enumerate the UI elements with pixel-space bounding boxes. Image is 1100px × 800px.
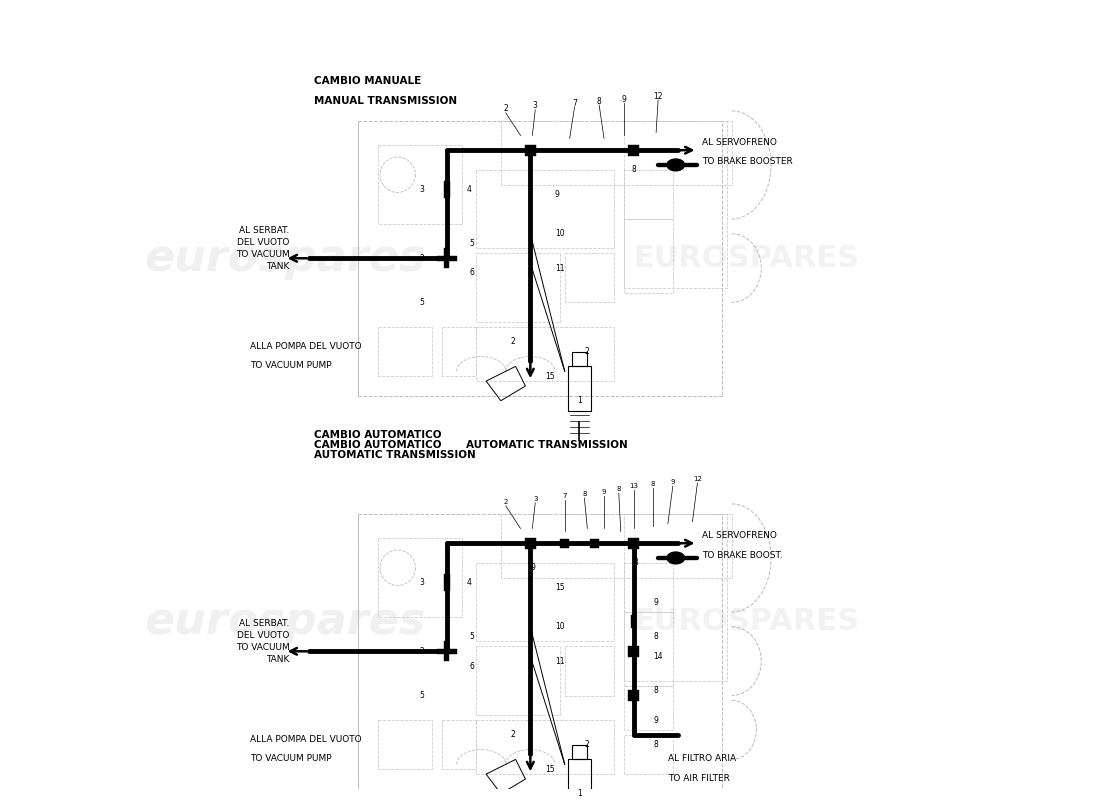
- Text: 8: 8: [651, 482, 656, 487]
- Text: 9: 9: [554, 190, 560, 199]
- Bar: [437, 649, 456, 654]
- Text: ALLA POMPA DEL VUOTO: ALLA POMPA DEL VUOTO: [251, 342, 362, 350]
- Text: MANUAL TRANSMISSION: MANUAL TRANSMISSION: [315, 96, 458, 106]
- Text: 9: 9: [671, 479, 675, 486]
- Text: 1: 1: [578, 396, 582, 406]
- Text: AUTOMATIC TRANSMISSION: AUTOMATIC TRANSMISSION: [466, 440, 628, 450]
- Text: 10: 10: [554, 622, 564, 631]
- Text: AL SERVOFRENO: AL SERVOFRENO: [702, 138, 778, 147]
- Bar: [560, 538, 569, 548]
- Text: TO BRAKE BOOST.: TO BRAKE BOOST.: [702, 550, 783, 559]
- Bar: [525, 538, 536, 549]
- Text: 7: 7: [562, 493, 566, 499]
- Text: 2: 2: [584, 347, 590, 356]
- Text: CAMBIO AUTOMATICO: CAMBIO AUTOMATICO: [315, 440, 442, 450]
- Bar: [628, 646, 639, 657]
- Text: TO BRAKE BOOSTER: TO BRAKE BOOSTER: [702, 158, 793, 166]
- Bar: [444, 642, 449, 661]
- Text: 9: 9: [653, 598, 658, 606]
- Text: 12: 12: [693, 476, 702, 482]
- Text: 5: 5: [470, 632, 474, 641]
- Text: 12: 12: [653, 92, 663, 101]
- Text: 8: 8: [634, 558, 638, 567]
- Bar: [525, 145, 536, 155]
- Text: 11: 11: [554, 263, 564, 273]
- Text: 3: 3: [419, 185, 425, 194]
- Bar: [590, 538, 598, 548]
- Bar: [568, 366, 592, 410]
- Bar: [628, 538, 639, 549]
- Bar: [444, 249, 449, 268]
- Text: 6: 6: [470, 269, 474, 278]
- Text: 8: 8: [653, 632, 658, 641]
- Text: 8: 8: [631, 166, 636, 174]
- Text: TO VACUUM PUMP: TO VACUUM PUMP: [251, 362, 332, 370]
- Text: AL SERVOFRENO: AL SERVOFRENO: [702, 531, 778, 540]
- Text: eurospares: eurospares: [144, 600, 426, 643]
- Text: 9: 9: [530, 563, 536, 572]
- Bar: [628, 690, 639, 701]
- Ellipse shape: [667, 159, 684, 171]
- Text: 8: 8: [653, 740, 658, 749]
- Text: 7: 7: [572, 98, 578, 107]
- Text: 6: 6: [470, 662, 474, 670]
- Text: 4: 4: [466, 185, 472, 194]
- Text: 8: 8: [582, 491, 586, 497]
- Text: 9: 9: [621, 94, 626, 103]
- Text: eurospares: eurospares: [144, 237, 426, 280]
- Text: CAMBIO MANUALE: CAMBIO MANUALE: [315, 77, 421, 86]
- Text: 2: 2: [584, 740, 590, 749]
- Text: 13: 13: [629, 483, 638, 490]
- Bar: [444, 574, 450, 590]
- Text: 15: 15: [546, 765, 554, 774]
- Text: 15: 15: [554, 583, 564, 592]
- Ellipse shape: [667, 552, 684, 564]
- Text: 2: 2: [504, 499, 508, 505]
- Bar: [572, 352, 587, 366]
- Text: 5: 5: [419, 298, 425, 307]
- Text: 3: 3: [532, 102, 538, 110]
- Text: AUTOMATIC TRANSMISSION: AUTOMATIC TRANSMISSION: [315, 450, 476, 460]
- Text: 5: 5: [419, 691, 425, 700]
- Text: AL FILTRO ARIA: AL FILTRO ARIA: [668, 754, 736, 763]
- Bar: [437, 256, 456, 261]
- Text: 15: 15: [546, 372, 554, 381]
- Text: EUROSPARES: EUROSPARES: [634, 607, 859, 636]
- Text: 9: 9: [602, 489, 606, 495]
- Text: TO AIR FILTER: TO AIR FILTER: [668, 774, 729, 783]
- Text: 8: 8: [597, 97, 602, 106]
- Text: AL SERBAT.
DEL VUOTO
TO VACUUM
TANK: AL SERBAT. DEL VUOTO TO VACUUM TANK: [235, 226, 289, 270]
- Bar: [631, 615, 636, 629]
- Text: 8: 8: [616, 486, 622, 492]
- Text: 2: 2: [419, 647, 425, 656]
- Text: 14: 14: [653, 652, 663, 661]
- Text: 5: 5: [470, 239, 474, 248]
- Text: 2: 2: [504, 105, 508, 114]
- Text: 2: 2: [510, 730, 516, 739]
- Text: EUROSPARES: EUROSPARES: [634, 244, 859, 273]
- Bar: [628, 145, 639, 155]
- Text: ALLA POMPA DEL VUOTO: ALLA POMPA DEL VUOTO: [251, 735, 362, 744]
- Text: AL SERBAT.
DEL VUOTO
TO VACUUM
TANK: AL SERBAT. DEL VUOTO TO VACUUM TANK: [235, 619, 289, 664]
- Text: 9: 9: [653, 715, 658, 725]
- Text: 3: 3: [419, 578, 425, 587]
- Text: 10: 10: [554, 229, 564, 238]
- Text: 4: 4: [466, 578, 472, 587]
- Text: 2: 2: [510, 338, 516, 346]
- Text: 3: 3: [534, 496, 538, 502]
- Text: CAMBIO AUTOMATICO: CAMBIO AUTOMATICO: [315, 430, 442, 440]
- Text: TO VACUUM PUMP: TO VACUUM PUMP: [251, 754, 332, 763]
- Bar: [444, 182, 450, 198]
- Text: 2: 2: [419, 254, 425, 262]
- Bar: [568, 759, 592, 800]
- Bar: [572, 745, 587, 759]
- Text: 11: 11: [554, 657, 564, 666]
- Text: 1: 1: [578, 790, 582, 798]
- Text: 8: 8: [653, 686, 658, 695]
